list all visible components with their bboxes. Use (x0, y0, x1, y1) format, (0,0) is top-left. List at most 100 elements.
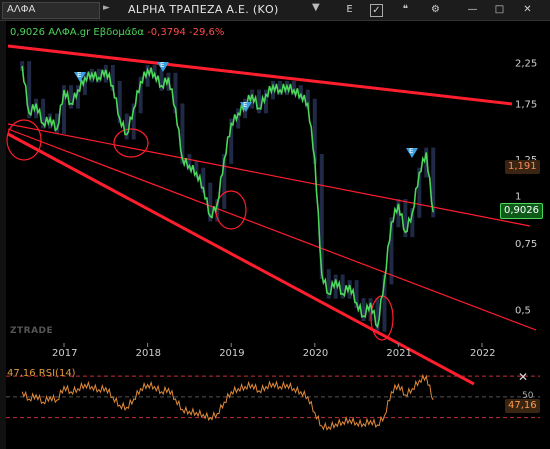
trendline (7, 123, 531, 227)
x-axis: 2017 2018 2019 2020 2021 2022 (52, 343, 495, 359)
candle-bar (215, 199, 220, 222)
y-tick-label: 1,75 (515, 100, 537, 111)
instrument-title: ALPHA ΤΡΑΠΕΖΑ Α.Ε. (ΚΟ) (128, 3, 279, 16)
close-panel-icon[interactable]: ✕ (518, 370, 529, 384)
y-tick-label: 1 (515, 192, 521, 203)
y-axis: 2,251,751,2510,750,5 (515, 58, 537, 316)
candle-bar (340, 274, 345, 299)
comment-icon[interactable]: ❝ (402, 4, 409, 15)
y-tick-label: 0,5 (515, 305, 531, 316)
candle-bar (187, 153, 192, 171)
candle-bar (375, 298, 380, 332)
candle-bar (138, 76, 143, 114)
y-tick-label: 0,75 (515, 239, 537, 250)
candle-bar (229, 118, 234, 164)
candle-bar (257, 89, 262, 114)
trendline-layer (7, 44, 537, 386)
event-marker-label: E (409, 147, 413, 155)
x-tick-label: 2022 (470, 348, 495, 359)
event-marker-label: E (160, 61, 164, 69)
candle-bar (305, 89, 310, 109)
prev-level-tag: 1,191 (505, 160, 540, 174)
minimize-icon[interactable]: — (467, 4, 478, 15)
candle-bar (34, 98, 39, 119)
candle-bar (319, 153, 324, 280)
candle-bar (312, 98, 317, 164)
candle-layer (20, 61, 436, 332)
candle-bar (431, 147, 436, 218)
event-marker-icon (74, 72, 86, 82)
candle-bar (417, 167, 422, 218)
rsi-value-tag: 47,16 (505, 399, 540, 413)
candle-bar (298, 85, 303, 100)
candle-bar (41, 98, 46, 129)
candle-bar (201, 167, 206, 193)
candle-bar (333, 274, 338, 299)
candle-bar (368, 298, 373, 322)
candle-bar (145, 64, 150, 87)
candle-bar (103, 64, 108, 83)
event-marker-layer: E E E E (74, 61, 418, 158)
symbol-label: ΑΛΦΑ.gr (48, 27, 91, 38)
candle-bar (271, 80, 275, 100)
candle-bar (250, 89, 255, 109)
event-marker-label: E (77, 71, 81, 79)
candle-bar (117, 80, 122, 124)
candle-bar (68, 85, 73, 109)
rsi-label: 47,16 RSI(14) (7, 368, 76, 379)
candle-bar (110, 64, 115, 91)
candle-bar (403, 199, 408, 238)
candle-bar (55, 113, 60, 134)
symbol-input[interactable]: ΑΛΦΑ (2, 2, 100, 19)
event-marker-icon (406, 148, 418, 158)
candle-bar (236, 108, 241, 129)
watermark: ZTRADE (10, 326, 54, 336)
candle-bar (75, 85, 80, 109)
last-price-tag: 0,9026 (500, 203, 543, 219)
candle-bar (124, 113, 129, 140)
trendline (7, 128, 537, 331)
period-label: Εβδομάδα (93, 27, 145, 38)
alarm-icon[interactable]: ⚙ (431, 4, 440, 15)
candle-bar (159, 68, 164, 91)
candle-bar (208, 182, 213, 222)
candle-bar (173, 72, 178, 114)
left-strip (0, 21, 6, 449)
candle-bar (62, 85, 66, 134)
mode-button[interactable]: E (346, 4, 353, 15)
maximize-icon[interactable]: □ (494, 4, 505, 15)
candle-bar (410, 207, 415, 238)
candle-bar (264, 89, 269, 114)
x-tick-label: 2018 (136, 348, 161, 359)
change-percent: -29,6% (189, 27, 225, 38)
candle-bar (347, 280, 352, 299)
rsi-series-line (21, 373, 434, 431)
chevron-down-icon[interactable]: ▼ (312, 2, 320, 13)
last-price: 0,9026 (10, 27, 45, 38)
toolbar: ΑΛΦΑ ► ALPHA ΤΡΑΠΕΖΑ Α.Ε. (ΚΟ) ▼ E ✓ ❝ ⚙… (0, 0, 550, 21)
candle-bar (382, 274, 387, 332)
candle-bar (222, 153, 227, 209)
candle-bar (326, 269, 331, 299)
chevron-right-icon[interactable]: ► (103, 3, 110, 13)
price-info: 0,9026 ΑΛΦΑ.gr Εβδομάδα -0,3794 -29,6% (10, 27, 224, 38)
checkbox-icon[interactable]: ✓ (370, 4, 383, 17)
x-tick-label: 2019 (219, 348, 244, 359)
rsi-levels (6, 375, 540, 419)
event-marker-icon (157, 62, 169, 72)
candle-bar (131, 103, 136, 140)
x-tick-label: 2020 (303, 348, 328, 359)
rsi-level-50-label: 50 (522, 391, 534, 401)
change-value: -0,3794 (147, 27, 186, 38)
trendline (7, 132, 475, 386)
candle-bar (27, 61, 32, 119)
event-marker-icon (240, 102, 252, 112)
candle-bar (424, 147, 429, 178)
trendline (7, 44, 513, 106)
candle-bar (194, 160, 199, 178)
candle-bar (291, 80, 296, 96)
close-icon[interactable]: ✕ (523, 4, 532, 15)
candle-bar (354, 280, 359, 308)
circle-annotation (113, 128, 149, 158)
